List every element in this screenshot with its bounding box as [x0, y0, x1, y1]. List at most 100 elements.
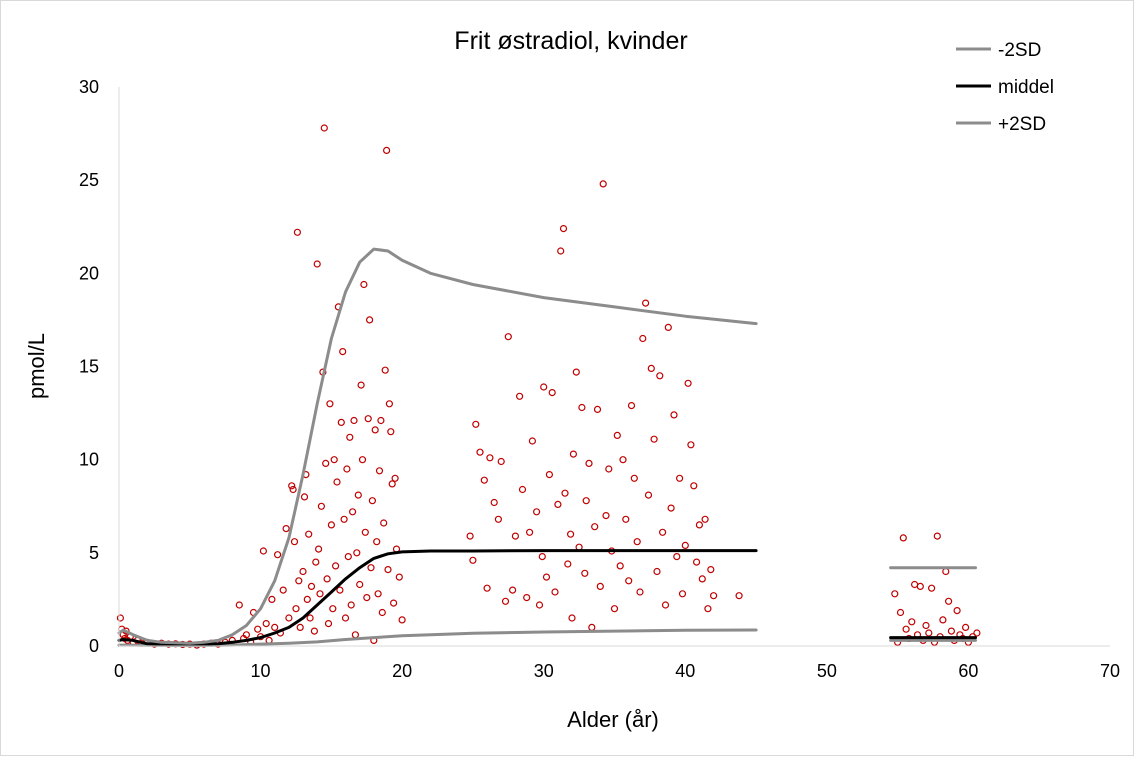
data-point	[346, 433, 354, 441]
data-point	[509, 586, 517, 594]
data-point	[358, 456, 367, 464]
data-point	[363, 593, 371, 602]
y-tick-label: 10	[79, 450, 99, 470]
data-point	[313, 260, 321, 268]
data-point	[466, 532, 474, 540]
data-point	[664, 323, 672, 331]
data-point	[619, 456, 627, 464]
data-point	[483, 584, 491, 592]
data-point	[591, 523, 599, 531]
data-point	[644, 491, 653, 499]
x-tick-label: 30	[534, 661, 554, 681]
data-point	[540, 383, 548, 391]
data-point	[639, 334, 647, 343]
data-point	[486, 454, 494, 462]
data-point	[561, 489, 569, 497]
data-point	[375, 467, 384, 475]
x-tick-label: 20	[392, 661, 412, 681]
data-point	[307, 582, 316, 591]
data-point	[647, 364, 655, 372]
data-point	[578, 403, 586, 412]
data-point	[494, 515, 502, 523]
data-point	[373, 538, 381, 546]
data-point	[704, 605, 712, 613]
y-axis-title: pmol/L	[24, 333, 49, 399]
data-point	[274, 551, 282, 559]
data-point	[324, 619, 333, 628]
data-point	[602, 511, 610, 520]
data-point	[320, 124, 328, 132]
data-point	[673, 552, 681, 561]
data-point	[381, 366, 389, 374]
data-point	[356, 580, 364, 589]
data-point	[385, 400, 393, 408]
data-point	[515, 392, 524, 400]
data-point	[366, 316, 374, 324]
data-point	[656, 372, 664, 380]
data-point	[690, 482, 698, 490]
data-point	[902, 625, 910, 633]
data-point	[329, 605, 337, 613]
data-point	[610, 605, 619, 613]
data-point	[545, 471, 554, 479]
data-point	[326, 400, 334, 408]
data-point	[303, 595, 311, 604]
y-tick-label: 20	[79, 263, 99, 283]
data-point	[599, 180, 607, 188]
data-point	[344, 552, 352, 561]
data-point	[695, 521, 704, 529]
data-point	[300, 493, 309, 501]
data-point	[262, 619, 270, 628]
data-point	[961, 623, 970, 632]
data-point	[235, 601, 243, 609]
chart-title: Frit østradiol, kvinder	[454, 27, 687, 55]
data-point	[947, 627, 956, 635]
data-point	[340, 515, 348, 523]
data-point	[939, 616, 947, 624]
data-point	[568, 614, 576, 622]
data-point	[361, 528, 369, 536]
data-point	[292, 605, 300, 613]
plot-area	[116, 124, 981, 649]
data-point	[641, 299, 650, 307]
data-point	[353, 549, 361, 557]
data-point	[371, 426, 379, 434]
data-point	[391, 474, 399, 482]
data-point	[927, 584, 936, 592]
data-point	[559, 225, 568, 233]
data-point	[925, 629, 933, 637]
data-point	[564, 560, 572, 568]
data-point	[377, 416, 385, 425]
data-point	[518, 485, 527, 494]
data-point	[670, 411, 678, 419]
data-point	[339, 348, 347, 356]
data-point	[538, 552, 546, 561]
data-point	[384, 565, 392, 574]
data-point	[650, 435, 658, 443]
data-point	[636, 588, 644, 596]
data-point	[916, 582, 924, 591]
data-point	[525, 528, 534, 536]
data-point	[332, 562, 340, 570]
data-point	[605, 465, 613, 473]
data-point	[698, 575, 706, 583]
data-point	[333, 478, 341, 486]
data-point	[497, 457, 505, 466]
data-point	[383, 146, 391, 154]
data-point	[633, 538, 641, 546]
data-point	[368, 497, 376, 505]
data-point	[942, 567, 950, 576]
data-point	[692, 558, 701, 566]
data-point	[661, 601, 670, 609]
y-tick-label: 30	[79, 77, 99, 97]
data-point	[627, 402, 636, 410]
x-tick-label: 0	[114, 661, 124, 681]
data-point	[678, 590, 687, 598]
data-point	[305, 530, 313, 538]
data-point	[390, 599, 398, 607]
data-point	[360, 280, 368, 289]
data-point	[532, 508, 541, 516]
plus-2sd-line	[117, 247, 758, 645]
data-point	[542, 573, 551, 581]
x-tick-label: 10	[251, 661, 271, 681]
